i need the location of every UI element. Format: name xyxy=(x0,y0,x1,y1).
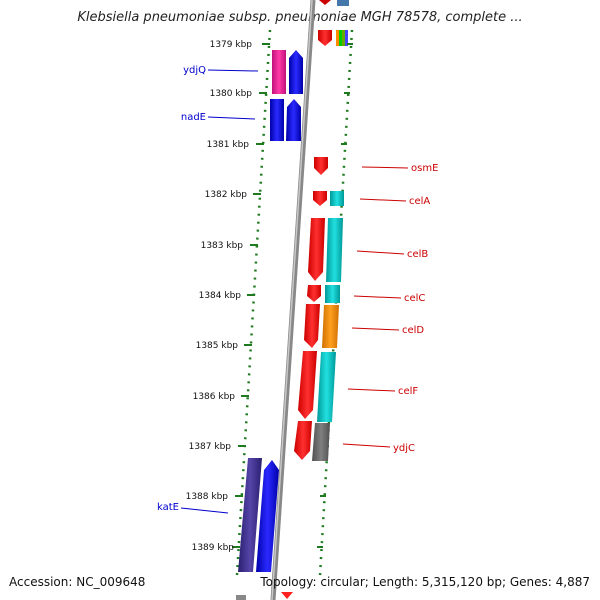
tick-1387: 1387 kbp xyxy=(189,442,246,452)
gene-celA[interactable]: celA xyxy=(313,191,430,207)
gene-celF-leader xyxy=(347,388,396,392)
gene-ydjC-leader xyxy=(342,443,391,448)
tick-1379: 1379 kbp xyxy=(210,40,270,50)
gene-celD-leader xyxy=(351,327,400,331)
gene-osmE[interactable]: osmE xyxy=(314,157,438,175)
scale-ticks: 1379 kbp 1380 kbp 1381 kbp 1382 kbp 1383… xyxy=(186,40,270,553)
tick-1384: 1384 kbp xyxy=(199,291,255,301)
gene-nadE-block-a[interactable] xyxy=(270,99,284,141)
tick-1388: 1388 kbp xyxy=(186,492,243,502)
gene-celB-leader xyxy=(356,250,405,255)
gene-ydjQ-leader xyxy=(207,69,259,72)
bottom-gene-fragment xyxy=(236,592,293,600)
tick-1383: 1383 kbp xyxy=(201,241,258,251)
tick-label-1385: 1385 kbp xyxy=(196,341,239,351)
gene-katE-leader xyxy=(180,507,229,514)
gene-celF-label[interactable]: celF xyxy=(398,386,418,397)
gene-celF[interactable]: celF xyxy=(298,351,418,422)
gene-ydjC-label[interactable]: ydjC xyxy=(393,443,415,454)
gene-ydjQ-block-b[interactable] xyxy=(289,50,303,94)
tick-label-1379: 1379 kbp xyxy=(210,40,253,50)
gene-nadE[interactable]: nadE xyxy=(181,99,301,141)
tick-label-1389: 1389 kbp xyxy=(192,543,235,553)
topology-text: Topology: circular; Length: 5,315,120 bp… xyxy=(260,575,590,589)
tick-1381: 1381 kbp xyxy=(207,140,264,150)
gene-katE-block-b[interactable] xyxy=(256,460,279,572)
gene-ydjC-block[interactable] xyxy=(312,423,330,461)
gene-celC-leader xyxy=(353,295,402,299)
tick-1385: 1385 kbp xyxy=(196,341,252,351)
tick-label-1383: 1383 kbp xyxy=(201,241,244,251)
gene-ydjQ-label[interactable]: ydjQ xyxy=(183,65,206,76)
gene-osmE-label[interactable]: osmE xyxy=(411,163,438,174)
gene-celA-block[interactable] xyxy=(330,191,344,206)
gene-celB-red[interactable] xyxy=(308,218,325,281)
gene-celF-block[interactable] xyxy=(317,352,336,422)
tick-label-1384: 1384 kbp xyxy=(199,291,242,301)
gene-celC-red[interactable] xyxy=(307,285,321,302)
tick-label-1388: 1388 kbp xyxy=(186,492,229,502)
gene-celD-block[interactable] xyxy=(322,305,339,348)
gene-katE-label[interactable]: katE xyxy=(157,502,179,513)
gene-ydjQ-block-a[interactable] xyxy=(272,50,286,94)
tick-1389: 1389 kbp xyxy=(192,543,240,553)
gene-ydjC-red[interactable] xyxy=(294,421,312,460)
tick-1386: 1386 kbp xyxy=(193,392,249,402)
gene-celB-label[interactable]: celB xyxy=(407,249,428,260)
outer-boundary-left xyxy=(235,29,272,576)
gene-nadE-leader xyxy=(207,116,256,120)
tick-label-1381: 1381 kbp xyxy=(207,140,250,150)
map-title: Klebsiella pneumoniae subsp. pneumoniae … xyxy=(77,10,523,25)
gene-celC-label[interactable]: celC xyxy=(404,293,425,304)
tick-label-1382: 1382 kbp xyxy=(205,190,248,200)
gene-osmE-leader xyxy=(361,166,409,169)
tick-1382: 1382 kbp xyxy=(205,190,261,200)
gene-celC[interactable]: celC xyxy=(307,285,425,304)
tick-label-1387: 1387 kbp xyxy=(189,442,232,452)
tick-label-1380: 1380 kbp xyxy=(210,89,253,99)
gene-celA-label[interactable]: celA xyxy=(409,196,430,207)
gene-celB-block[interactable] xyxy=(326,218,343,282)
gene-katE[interactable]: katE xyxy=(157,458,279,572)
gene-osmE-block[interactable] xyxy=(314,157,328,175)
gene-celA-red[interactable] xyxy=(313,191,327,206)
accession-text: Accession: NC_009648 xyxy=(9,575,146,589)
top-gene-fragments xyxy=(318,0,349,46)
gene-ydjQ[interactable]: ydjQ xyxy=(183,50,303,94)
gene-celD-red[interactable] xyxy=(304,304,320,348)
genome-backbone-highlight xyxy=(271,0,313,600)
gene-celC-block[interactable] xyxy=(325,285,340,303)
gene-celA-leader xyxy=(359,198,407,202)
gene-celD-label[interactable]: celD xyxy=(402,325,424,336)
gene-nadE-block-b[interactable] xyxy=(286,99,301,141)
tick-1380: 1380 kbp xyxy=(210,89,267,99)
gene-celF-red[interactable] xyxy=(298,351,317,419)
gene-katE-block-a[interactable] xyxy=(238,458,262,572)
gene-ydjC[interactable]: ydjC xyxy=(294,421,415,461)
gene-celB[interactable]: celB xyxy=(308,218,428,282)
gene-nadE-label[interactable]: nadE xyxy=(181,112,206,123)
gene-celD[interactable]: celD xyxy=(304,304,424,348)
tick-label-1386: 1386 kbp xyxy=(193,392,236,402)
